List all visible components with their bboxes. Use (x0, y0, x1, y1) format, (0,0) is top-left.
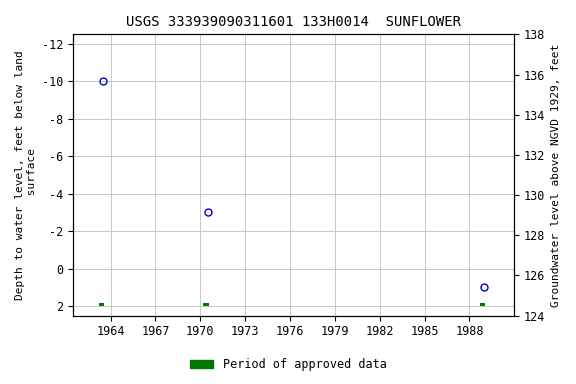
Y-axis label: Groundwater level above NGVD 1929, feet: Groundwater level above NGVD 1929, feet (551, 43, 561, 306)
Bar (203, 303, 209, 306)
Bar (480, 303, 485, 306)
Bar (98, 303, 104, 306)
Y-axis label: Depth to water level, feet below land
 surface: Depth to water level, feet below land su… (15, 50, 37, 300)
Legend: Period of approved data: Period of approved data (185, 354, 391, 376)
Title: USGS 333939090311601 133H0014  SUNFLOWER: USGS 333939090311601 133H0014 SUNFLOWER (126, 15, 461, 29)
